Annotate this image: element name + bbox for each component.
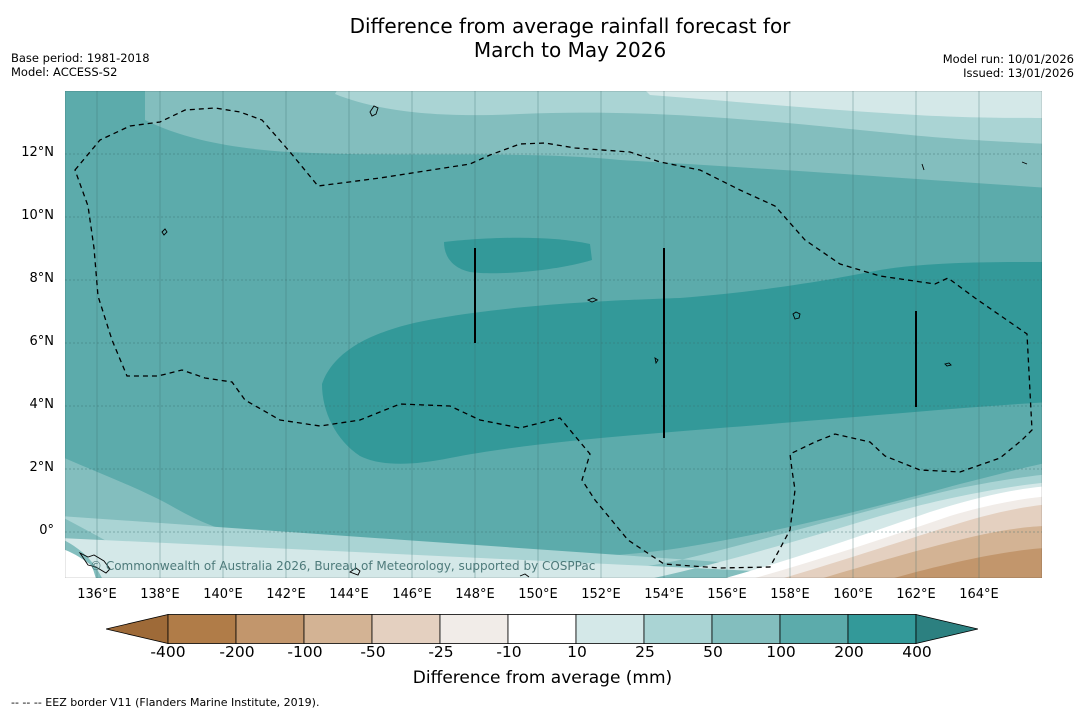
base-period: Base period: 1981-2018: [11, 51, 150, 65]
colorbar-label: 50: [703, 643, 723, 661]
lat-label: 6°N: [29, 334, 55, 349]
meta-right: Model run: 10/01/2026 Issued: 13/01/2026: [943, 52, 1074, 80]
lon-label: 154°E: [644, 587, 684, 602]
colorbar-label: 200: [834, 643, 864, 661]
lon-label: 148°E: [455, 587, 495, 602]
colorbar-label: 100: [766, 643, 796, 661]
colorbar-cell: [167, 614, 237, 644]
colorbar-cell: [235, 614, 305, 644]
eez-border: [74, 107, 1033, 569]
colorbar-cell: [711, 614, 781, 644]
colorbar-label: -100: [287, 643, 323, 661]
title-line-1: Difference from average rainfall forecas…: [349, 14, 791, 38]
lat-label: 0°: [39, 523, 54, 538]
colorbar-label: 400: [902, 643, 932, 661]
colorbar-label: -25: [428, 643, 454, 661]
colorbar-cell: [779, 614, 849, 644]
colorbar-cell: [303, 614, 373, 644]
map-title: Difference from average rainfall forecas…: [0, 14, 1085, 62]
band-minus-100-200: [894, 548, 1042, 578]
title-line-2: March to May 2026: [473, 38, 667, 62]
colorbar-label: -400: [150, 643, 186, 661]
copyright-notice: © Commonwealth of Australia 2026, Bureau…: [90, 559, 596, 573]
lon-label: 140°E: [203, 587, 243, 602]
meta-left: Base period: 1981-2018 Model: ACCESS-S2: [11, 51, 150, 79]
lon-label: 142°E: [266, 587, 306, 602]
lat-label: 10°N: [21, 208, 54, 223]
colorbar-title: Difference from average (mm): [412, 668, 673, 688]
lat-label: 12°N: [21, 145, 54, 160]
model-name: Model: ACCESS-S2: [11, 65, 118, 79]
lon-label: 160°E: [833, 587, 873, 602]
colorbar-label: -10: [496, 643, 522, 661]
lat-label: 4°N: [29, 397, 55, 412]
rainfall-anomaly-map: [65, 91, 1042, 578]
band-200-400-central: [322, 262, 1042, 464]
band-sw-pale: [65, 549, 96, 578]
lon-label: 150°E: [518, 587, 558, 602]
lon-label: 158°E: [770, 587, 810, 602]
colorbar-cell: [575, 614, 645, 644]
band-200-400-north-patch: [444, 237, 592, 274]
issued-date: Issued: 13/01/2026: [963, 66, 1074, 80]
colorbar-label: 10: [567, 643, 587, 661]
colorbar-label: 25: [635, 643, 655, 661]
lon-label: 156°E: [707, 587, 747, 602]
colorbar-cell: [643, 614, 713, 644]
lon-label: 164°E: [959, 587, 999, 602]
colorbar: [106, 614, 978, 644]
colorbar-cell: [507, 614, 577, 644]
band-10-25-north: [646, 91, 1042, 118]
lon-label: 162°E: [896, 587, 936, 602]
lon-label: 144°E: [329, 587, 369, 602]
colorbar-cell: [847, 614, 917, 644]
eez-legend-note: -- -- -- EEZ border V11 (Flanders Marine…: [11, 696, 320, 709]
lat-label: 8°N: [29, 271, 55, 286]
lon-label: 136°E: [77, 587, 117, 602]
colorbar-extend-high: [915, 614, 978, 644]
graticule: [65, 153, 1042, 533]
lon-label: 152°E: [581, 587, 621, 602]
model-run: Model run: 10/01/2026: [942, 52, 1074, 66]
colorbar-cell: [439, 614, 509, 644]
lon-label: 138°E: [140, 587, 180, 602]
colorbar-cell: [371, 614, 441, 644]
colorbar-label: -50: [360, 643, 386, 661]
band-10-25-south: [65, 482, 1042, 578]
lat-label: 2°N: [29, 460, 55, 475]
lon-label: 146°E: [392, 587, 432, 602]
colorbar-extend-low: [106, 614, 169, 644]
islands: [78, 105, 1028, 578]
meridians: [96, 91, 980, 578]
colorbar-label: -200: [219, 643, 255, 661]
